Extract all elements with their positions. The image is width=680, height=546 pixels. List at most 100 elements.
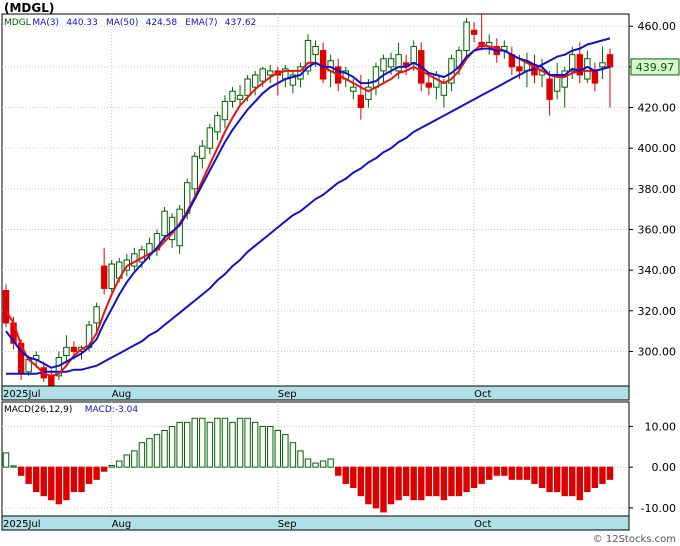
price-tick-label: 360.00 [638,223,677,236]
candle [108,259,115,293]
candle-body-up [229,90,236,102]
macd-bar-negative [523,466,531,480]
candle [380,54,387,84]
macd-bar-positive [282,434,289,468]
macd-bar-negative [569,466,576,497]
price-tick-label: 300.00 [638,345,677,358]
macd-bar-negative [85,466,93,484]
macd-bar-positive [267,425,274,468]
macd-bar-negative [546,466,553,493]
candle-body-down [70,346,78,352]
macd-bar-positive [206,421,214,468]
macd-tick-label: 0.00 [652,461,677,474]
price-tick-label: 340.00 [638,264,677,277]
macd-bar-negative [100,466,108,472]
date-label: 2025Jul [3,389,41,400]
candle [561,66,568,108]
macd-bar-positive [146,438,153,468]
candle-body-up [569,54,576,72]
candle [546,70,553,116]
price-tick-label: 320.00 [638,305,677,318]
macd-bar-positive [10,465,17,468]
macd-bar-negative [478,466,485,484]
candle [100,247,108,295]
candle-body-down [576,54,584,76]
macd-bar-positive [191,417,198,468]
macd-legend-item: MACD(26,12,9) [4,405,72,415]
macd-bar-positive [289,442,297,468]
candle-body-up [221,100,229,121]
macd-bar-positive [138,442,146,468]
date-label: Oct [474,389,491,400]
candle [251,70,259,96]
candle-body-up [236,94,244,100]
candle [470,22,478,43]
macd-bar-negative [606,466,614,480]
macd-bar-negative [25,466,32,484]
candle [214,111,221,141]
candle [63,335,70,364]
candle-body-up [267,70,274,76]
candle-body-up [350,86,357,92]
candle-body-down [606,54,614,68]
candle [161,207,168,242]
candle [289,70,297,94]
legend-item: MA(50) [106,18,138,28]
macd-bar-positive [312,462,319,468]
legend-item: 437.62 [225,18,256,28]
candle [206,123,214,155]
macd-bar-positive [304,458,312,468]
price-tick-label: 400.00 [638,142,677,155]
candle-body-up [395,54,402,72]
macd-bar-negative [418,466,425,501]
chart-title: (MDGL) [4,1,54,15]
macd-bar-negative [357,466,365,497]
macd-bar-negative [599,466,606,484]
macd-bar-positive [244,417,251,468]
candle-body-up [108,263,115,289]
macd-bar-negative [538,466,546,488]
candle [221,95,229,128]
candle-body-up [214,115,221,133]
macd-bar-positive [327,458,334,468]
candle-body-down [591,70,599,84]
candle [463,18,470,59]
candle [599,46,606,80]
candle-body-up [191,155,198,190]
candle [191,152,198,195]
candle [2,284,10,328]
macd-bar-negative [410,466,417,501]
candle [229,87,236,108]
macd-date-label: Oct [474,519,491,530]
macd-bar-negative [365,466,372,505]
macd-bar-negative [508,466,516,480]
candle-body-up [63,346,70,357]
candle [199,140,206,169]
macd-bar-negative [63,466,70,501]
macd-bar-positive [123,454,131,468]
macd-bar-positive [161,430,168,468]
macd-bar-negative [350,466,357,488]
candle-body-up [251,74,259,88]
price-tick-label: 420.00 [638,102,677,115]
macd-bar-negative [32,466,40,493]
macd-bar-negative [17,466,25,476]
legend-item: 440.33 [66,18,98,28]
candle-body-up [312,46,319,56]
last-price-box [630,58,680,76]
candle-body-down [425,82,433,88]
macd-bar-negative [493,466,500,476]
macd-bar-negative [48,466,55,501]
macd-bar-negative [531,466,538,484]
candle-body-up [372,66,380,88]
macd-bar-negative [40,466,47,497]
price-tick-label: 460.00 [638,20,677,33]
macd-bar-negative [70,466,78,493]
candle [606,48,614,108]
candle-body-up [161,210,168,237]
macd-bar-negative [78,466,85,493]
macd-bar-positive [108,465,115,468]
macd-legend-item: MACD:-3.04 [85,405,139,415]
candle-body-up [244,78,251,96]
